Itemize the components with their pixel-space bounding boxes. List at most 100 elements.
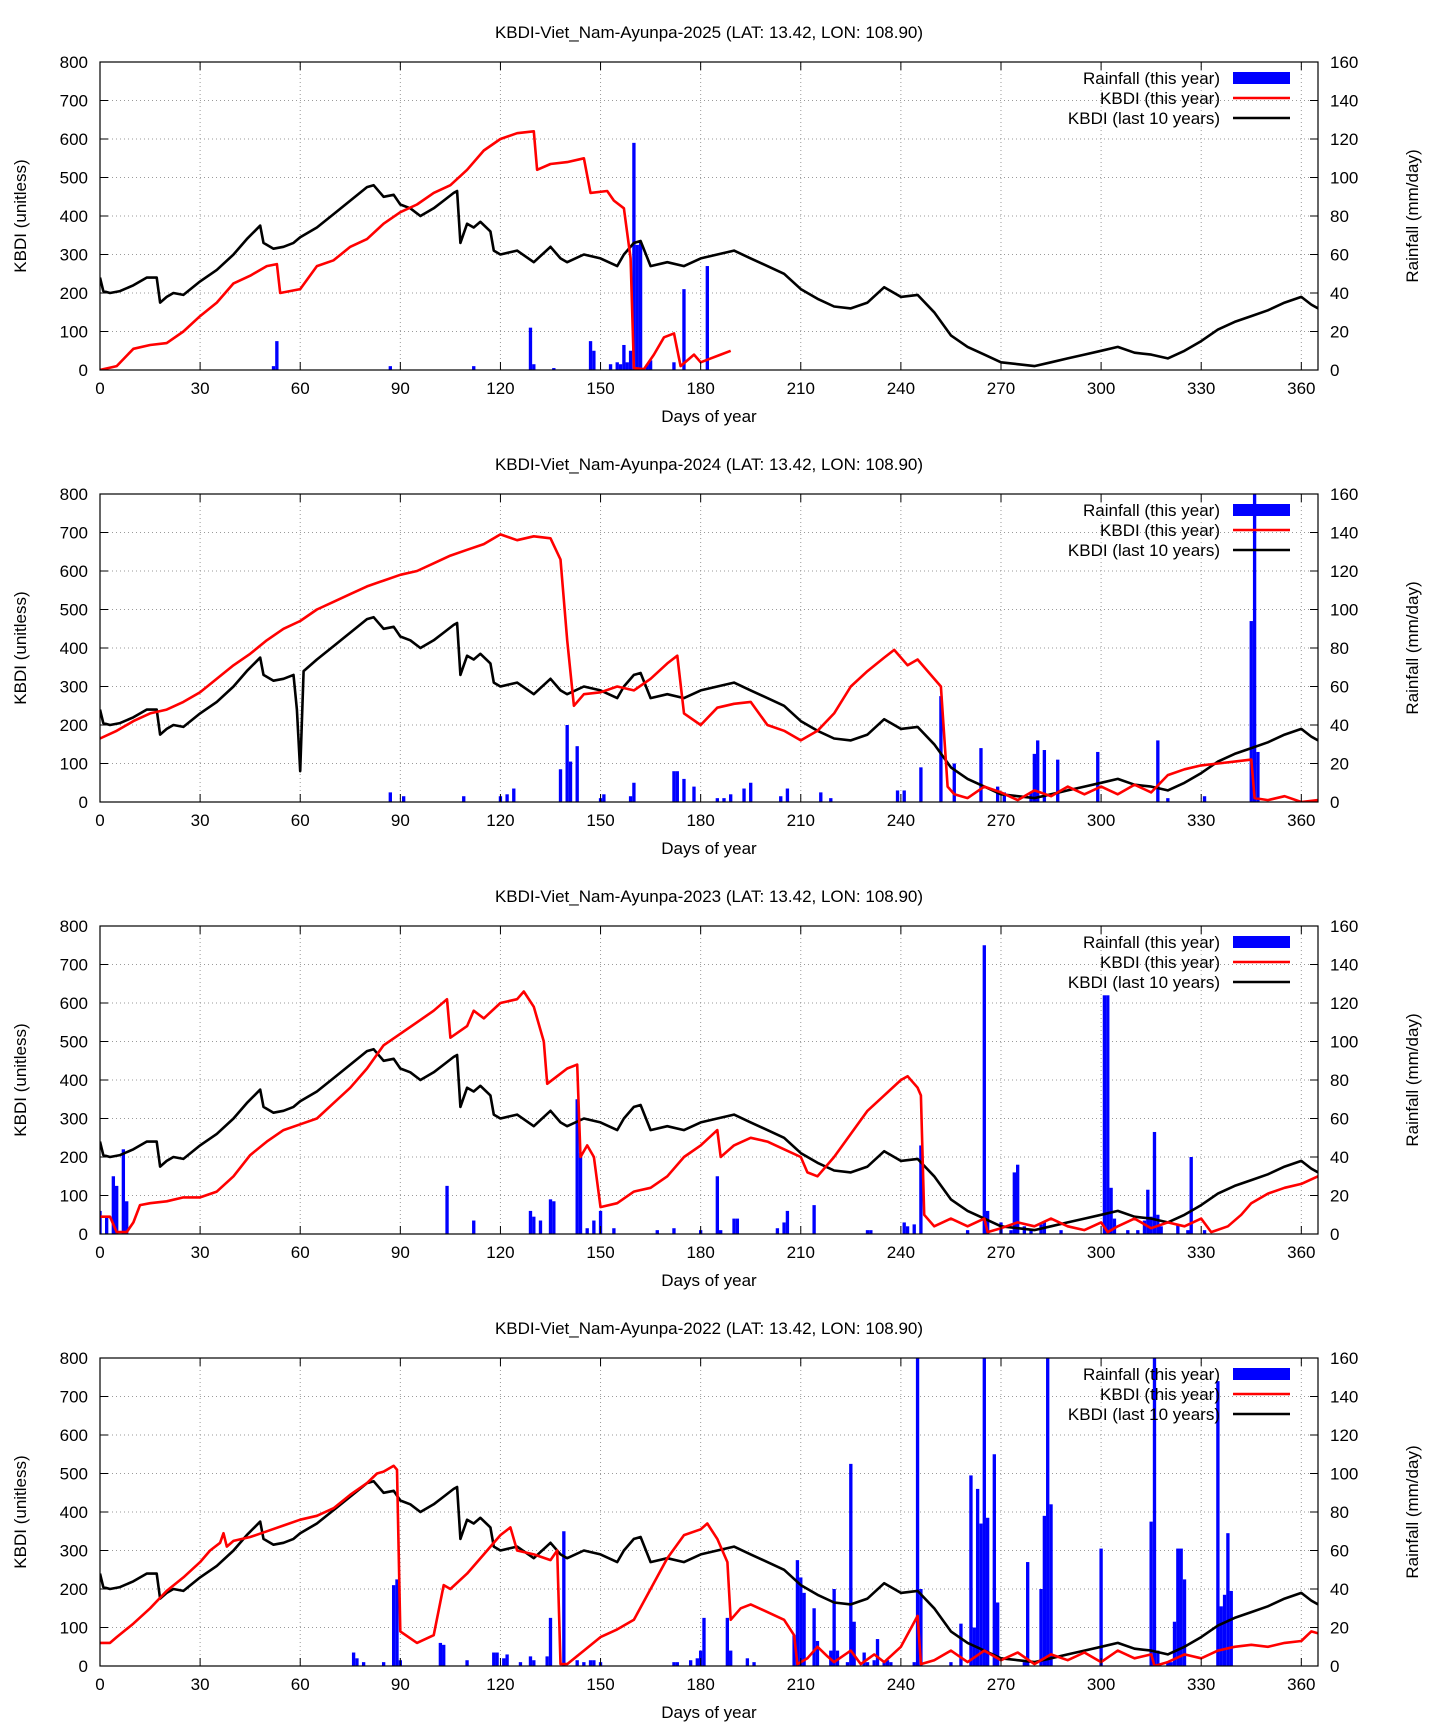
rainfall-bar	[865, 1662, 870, 1666]
y-tick-label: 500	[60, 1033, 88, 1052]
rainfall-bar	[1109, 1187, 1113, 1234]
rainfall-bar	[1176, 1548, 1180, 1666]
y-tick-label: 100	[60, 1619, 88, 1638]
rainfall-bar	[695, 1658, 699, 1666]
x-tick-label: 90	[391, 1675, 410, 1694]
rainfall-bar	[1229, 1590, 1233, 1666]
rainfall-bar	[625, 362, 629, 370]
rainfall-bar	[1136, 1230, 1140, 1234]
rainfall-bar	[598, 1210, 603, 1234]
rainfall-bar	[632, 782, 636, 802]
rainfall-bar	[592, 1220, 596, 1234]
rainfall-bar	[982, 1358, 986, 1666]
x-axis-label: Days of year	[661, 1703, 757, 1722]
y2-axis-label: Rainfall (mm/day)	[1403, 1013, 1422, 1146]
rainfall-bar	[1152, 1131, 1157, 1234]
legend-label: Rainfall (this year)	[1083, 1365, 1220, 1384]
y2-tick-label: 100	[1330, 1465, 1358, 1484]
rainfall-bar	[628, 350, 633, 370]
rainfall-bar	[505, 794, 509, 802]
rainfall-bar	[715, 798, 720, 802]
rainfall-bar	[985, 1210, 990, 1234]
y2-tick-label: 80	[1330, 207, 1349, 226]
y-tick-label: 200	[60, 1148, 88, 1167]
rainfall-bar	[985, 1517, 990, 1666]
x-tick-label: 300	[1087, 811, 1115, 830]
rainfall-bar	[645, 364, 649, 370]
x-tick-label: 90	[391, 379, 410, 398]
rainfall-bar	[655, 1230, 659, 1234]
rainfall-bar	[1202, 1230, 1207, 1234]
kbdi-chart-1: KBDI-Viet_Nam-Ayunpa-2024 (LAT: 13.42, L…	[11, 455, 1422, 858]
rainfall-bar	[752, 1662, 756, 1666]
x-tick-label: 270	[987, 379, 1015, 398]
y-tick-label: 300	[60, 246, 88, 265]
rainfall-bar	[912, 1224, 916, 1234]
rainfall-bar	[812, 1205, 816, 1234]
rainfall-bar	[628, 796, 633, 802]
rainfall-bar	[1249, 621, 1253, 802]
rainfall-bar	[905, 1226, 910, 1234]
x-tick-label: 0	[95, 1675, 104, 1694]
rainfall-bar	[1182, 1579, 1187, 1666]
rainfall-bar	[552, 1201, 556, 1234]
rainfall-bar	[952, 763, 956, 802]
x-tick-label: 210	[787, 379, 815, 398]
rainfall-bar	[548, 1199, 553, 1234]
rainfall-bar	[1042, 1515, 1047, 1666]
x-tick-label: 270	[987, 1675, 1015, 1694]
y2-axis-label: Rainfall (mm/day)	[1403, 149, 1422, 282]
rainfall-bar	[1156, 1214, 1160, 1234]
legend-label: Rainfall (this year)	[1083, 933, 1220, 952]
rainfall-bar	[779, 796, 783, 802]
y-tick-label: 300	[60, 1542, 88, 1561]
x-tick-label: 210	[787, 1243, 815, 1262]
y-tick-label: 800	[60, 53, 88, 72]
rainfall-bar	[865, 1230, 870, 1234]
rainfall-bar	[548, 1617, 553, 1666]
rainfall-bar	[575, 1099, 579, 1234]
rainfall-bar	[1186, 1230, 1190, 1234]
rainfall-bar	[565, 725, 569, 802]
y-tick-label: 700	[60, 956, 88, 975]
x-tick-label: 360	[1287, 1675, 1315, 1694]
x-tick-label: 270	[987, 811, 1015, 830]
rainfall-bar	[351, 1652, 356, 1666]
y2-tick-label: 120	[1330, 1426, 1358, 1445]
rainfall-bar	[438, 1642, 443, 1666]
rainfall-bar	[528, 1656, 533, 1666]
rainfall-bar	[575, 1660, 579, 1666]
x-tick-label: 240	[887, 1243, 915, 1262]
rainfall-bar	[275, 341, 279, 370]
y-tick-label: 600	[60, 562, 88, 581]
y2-tick-label: 40	[1330, 1148, 1349, 1167]
rainfall-bar	[735, 1218, 740, 1234]
rainfall-bar	[959, 1623, 963, 1666]
legend-swatch-rainfall	[1233, 936, 1290, 948]
rainfall-bar	[495, 1652, 499, 1666]
rainfall-bar	[1042, 750, 1047, 802]
x-tick-label: 0	[95, 379, 104, 398]
x-tick-label: 30	[191, 1675, 210, 1694]
y-axis-label: KBDI (unitless)	[11, 159, 30, 272]
rainfall-bar	[1049, 1504, 1053, 1666]
rainfall-bar	[785, 1210, 790, 1234]
legend-label: KBDI (last 10 years)	[1068, 109, 1220, 128]
rainfall-bar	[675, 771, 679, 802]
kbdi-10yr-line	[100, 183, 1318, 368]
rainfall-bar	[1169, 1662, 1173, 1666]
rainfall-bar	[271, 366, 276, 370]
rainfall-bar	[995, 786, 1000, 802]
rainfall-bar	[915, 1358, 920, 1666]
legend-label: KBDI (this year)	[1100, 521, 1220, 540]
rainfall-bar	[648, 360, 653, 370]
rainfall-bar	[578, 1153, 583, 1234]
rainfall-bar	[1036, 740, 1040, 802]
rainfall-bar	[622, 344, 626, 370]
y2-tick-label: 160	[1330, 917, 1358, 936]
y-tick-label: 700	[60, 524, 88, 543]
y-tick-label: 400	[60, 639, 88, 658]
rainfall-bar	[492, 1652, 496, 1666]
y2-tick-label: 160	[1330, 485, 1358, 504]
rainfall-bar	[919, 1145, 923, 1234]
